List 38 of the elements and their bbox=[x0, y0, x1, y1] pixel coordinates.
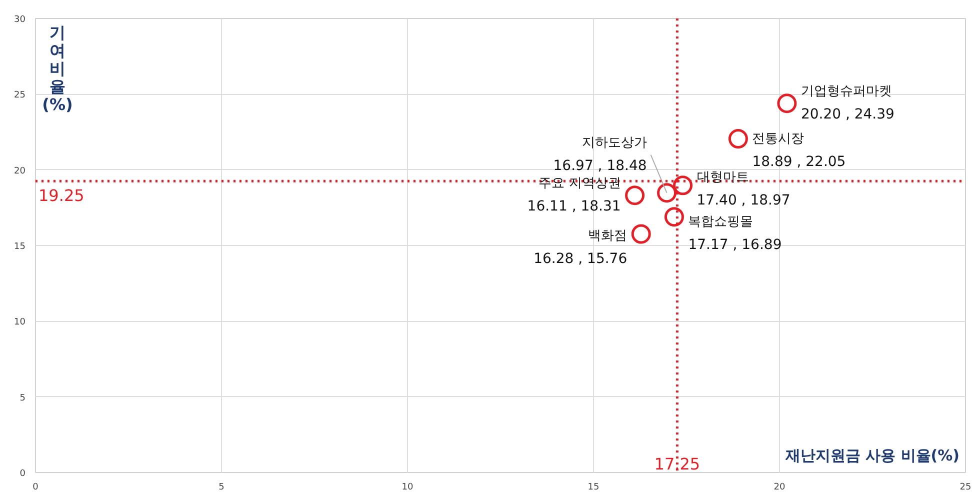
point bbox=[657, 183, 677, 203]
point bbox=[664, 207, 684, 227]
ref-line-label: 19.25 bbox=[38, 186, 84, 206]
x-tick-label: 25 bbox=[960, 482, 972, 492]
y-axis-title: 기여 비율(%) bbox=[42, 23, 73, 114]
x-tick-label: 15 bbox=[588, 482, 600, 492]
y-tick-label: 20 bbox=[14, 166, 26, 176]
x-tick-label: 0 bbox=[32, 482, 39, 492]
y-tick-label: 15 bbox=[14, 242, 26, 252]
y-tick-label: 25 bbox=[14, 90, 26, 101]
ref-line-label: 17.25 bbox=[654, 454, 700, 474]
x-tick-label: 10 bbox=[402, 482, 414, 492]
series-label: 주요 지역상권 bbox=[538, 176, 621, 191]
data-label: 16.28 , 15.76 bbox=[534, 251, 628, 267]
y-tick-label: 10 bbox=[14, 318, 26, 328]
y-tick-label: 0 bbox=[20, 469, 26, 479]
x-tick-label: 20 bbox=[774, 482, 786, 492]
x-axis-title: 재난지원금 사용 비율(%) bbox=[784, 446, 960, 464]
x-tick-label: 5 bbox=[218, 482, 224, 492]
series-label: 백화점 bbox=[588, 228, 628, 244]
data-label: 17.40 , 18.97 bbox=[696, 192, 790, 208]
data-label: 20.20 , 24.39 bbox=[800, 106, 894, 122]
data-label: 16.97 , 18.48 bbox=[553, 158, 647, 174]
point bbox=[728, 129, 748, 149]
series-label: 기업형슈퍼마켓 bbox=[800, 84, 892, 99]
data-label: 17.17 , 16.89 bbox=[688, 236, 782, 253]
point bbox=[625, 186, 645, 206]
point bbox=[777, 94, 797, 114]
data-label: 16.11 , 18.31 bbox=[527, 198, 621, 214]
y-tick-label: 30 bbox=[14, 15, 26, 25]
point bbox=[631, 224, 651, 244]
y-tick-label: 5 bbox=[20, 393, 26, 404]
text: 지하도상가 bbox=[582, 135, 647, 150]
series-label: 전통시장 bbox=[752, 131, 804, 146]
series-label: 복합쇼핑몰 bbox=[688, 214, 754, 230]
point bbox=[673, 176, 693, 196]
series-label: 대형마트 bbox=[696, 170, 749, 185]
data-label: 18.89 , 22.05 bbox=[752, 154, 846, 170]
